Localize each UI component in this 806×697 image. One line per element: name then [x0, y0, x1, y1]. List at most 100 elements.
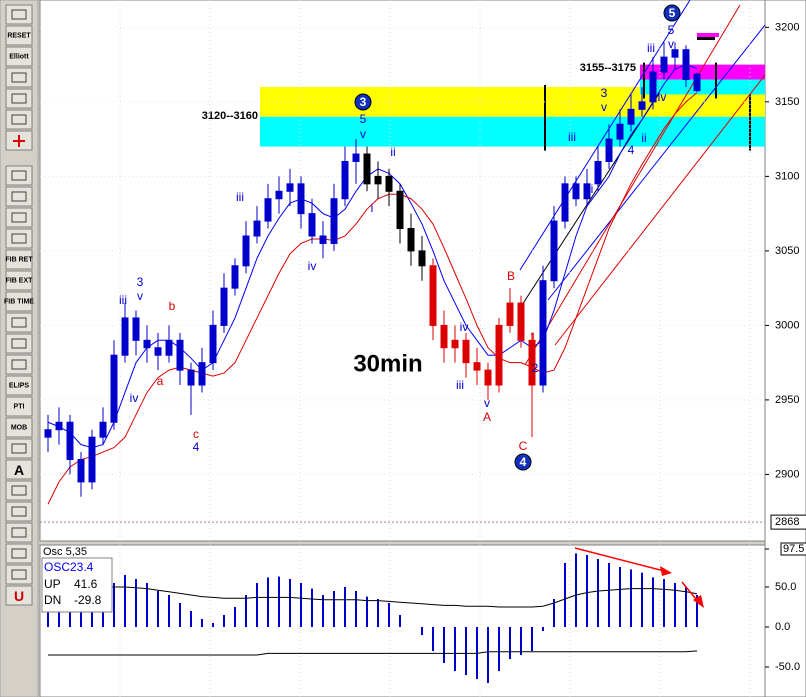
wave-label: c [193, 427, 199, 441]
candle-body [385, 175, 393, 192]
candle-body [407, 228, 415, 252]
candle-body [121, 317, 129, 356]
candle-body [682, 49, 690, 81]
marker [697, 37, 715, 40]
tool-label: U [14, 588, 24, 604]
candle-body [66, 421, 74, 461]
tool-button[interactable] [5, 564, 33, 585]
candle-body [649, 71, 657, 103]
wave-label: iv [130, 391, 139, 405]
wave-label: iii [119, 293, 127, 307]
candle-body [44, 429, 52, 438]
tool-button[interactable] [5, 249, 33, 270]
tool-button[interactable] [5, 4, 33, 25]
tool-icon [11, 527, 27, 538]
tool-button[interactable] [5, 522, 33, 543]
candle-body [165, 339, 173, 356]
tool-button[interactable] [5, 109, 33, 130]
candle-body [330, 198, 338, 244]
candle-body [539, 280, 547, 386]
candle-body [484, 369, 492, 386]
tool-button[interactable] [5, 25, 33, 46]
tool-label: Elliott [9, 54, 29, 61]
tool-icon [11, 506, 27, 517]
wave-label: A [483, 410, 491, 424]
wave-label: v [601, 100, 607, 114]
tool-button[interactable] [5, 396, 33, 417]
info-box [42, 4, 114, 102]
wave-label: 5 [360, 112, 367, 126]
tool-button[interactable] [5, 459, 33, 480]
wave-marker [514, 453, 532, 471]
wave-label: iv [308, 259, 317, 273]
wave-label: 5 [668, 23, 675, 37]
tool-button[interactable] [5, 270, 33, 291]
tool-button[interactable] [5, 480, 33, 501]
wave-label: i [371, 201, 374, 215]
tool-button[interactable] [5, 543, 33, 564]
tool-button[interactable] [5, 585, 33, 606]
tool-icon [11, 359, 27, 370]
tool-button[interactable] [5, 417, 33, 438]
tool-button[interactable] [5, 354, 33, 375]
tool-label: RESET [7, 33, 31, 40]
tool-button[interactable] [5, 333, 33, 354]
candle-body [275, 190, 283, 200]
tool-button[interactable] [5, 88, 33, 109]
tool-button[interactable] [5, 291, 33, 312]
y-tick-label: 3200 [775, 21, 799, 33]
zone-lower [640, 79, 765, 95]
trend-line [524, 4, 741, 366]
candle-body [143, 339, 151, 349]
candle-body [627, 108, 635, 125]
cursor-label: 2868 [775, 516, 799, 528]
wave-label: iv [460, 320, 469, 334]
candle-body [55, 421, 63, 431]
trend-line [547, 24, 766, 301]
tool-icon [11, 9, 27, 20]
tool-icon [11, 485, 27, 496]
tool-icon [11, 93, 27, 104]
wave-label: a [157, 374, 164, 388]
tool-button[interactable] [5, 207, 33, 228]
price-axis-area [764, 0, 806, 697]
wave-label: 4 [628, 143, 635, 157]
osc-arrows [574, 547, 704, 608]
osc-tick-label: 97.5 [783, 543, 804, 555]
candle-body [396, 190, 404, 230]
candle-body [506, 302, 514, 326]
arrow [574, 547, 669, 573]
tool-button[interactable] [5, 186, 33, 207]
osc-dn-label: DN [44, 593, 61, 607]
tool-button[interactable] [5, 438, 33, 459]
osc-info-box [41, 557, 113, 613]
oscillator-panel [39, 544, 766, 697]
tool-button[interactable] [5, 501, 33, 522]
ma-line [47, 64, 698, 449]
candle-body [88, 436, 96, 483]
osc-up-line [48, 584, 698, 608]
osc-top-box [780, 542, 806, 556]
candle-body [462, 339, 470, 364]
trend-line [519, 0, 691, 271]
tool-button[interactable] [5, 165, 33, 186]
candle-body [594, 160, 602, 185]
wave-marker-label: 4 [520, 455, 527, 469]
tool-icon [11, 569, 27, 580]
candle-body [572, 183, 580, 200]
candle-body [253, 220, 261, 237]
candle-body [198, 362, 206, 386]
zone-label: 3155--3175 [580, 62, 636, 74]
tool-button[interactable] [5, 375, 33, 396]
wave-label: 1 [530, 330, 537, 344]
y-tick-label: 2900 [775, 468, 799, 480]
tool-button[interactable] [5, 46, 33, 67]
tool-button[interactable] [5, 312, 33, 333]
wave-label: ii [390, 145, 395, 159]
tool-icon [11, 548, 27, 559]
wave-label: iii [647, 41, 655, 55]
tool-button[interactable] [5, 67, 33, 88]
tool-button[interactable] [5, 228, 33, 249]
candle-body [132, 317, 140, 341]
candle-body [264, 198, 272, 222]
